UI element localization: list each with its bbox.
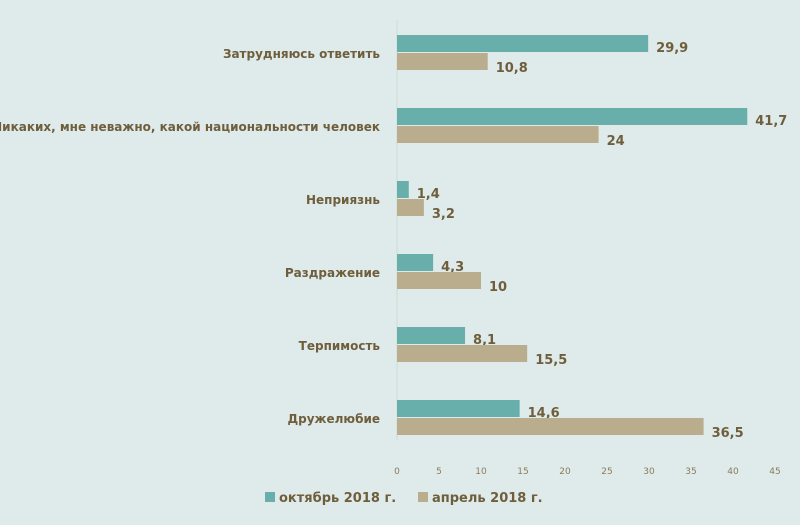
- bar-october: [397, 327, 466, 344]
- data-label: 24: [607, 134, 625, 149]
- bar-april: [397, 126, 599, 143]
- x-tick-label: 35: [685, 467, 696, 477]
- x-tick-label: 40: [727, 467, 739, 477]
- category-label: Дружелюбие: [287, 412, 380, 426]
- x-tick-label: 25: [601, 467, 612, 477]
- data-label: 8,1: [473, 333, 496, 348]
- legend-label: октябрь 2018 г.: [279, 491, 396, 506]
- data-label: 10: [489, 280, 507, 295]
- category-label: Терпимость: [299, 339, 381, 353]
- bar-october: [397, 400, 520, 417]
- category-label: Затрудняюсь ответить: [223, 47, 380, 61]
- legend-swatch: [418, 492, 428, 502]
- data-label: 14,6: [528, 406, 560, 421]
- data-label: 41,7: [755, 114, 787, 129]
- data-label: 4,3: [441, 260, 464, 275]
- x-tick-label: 15: [517, 467, 528, 477]
- category-label: Никаких, мне неважно, какой национальнос…: [0, 120, 380, 134]
- data-label: 29,9: [656, 41, 688, 56]
- x-tick-label: 30: [643, 467, 655, 477]
- bar-april: [397, 272, 481, 289]
- x-tick-label: 0: [394, 467, 400, 477]
- category-label: Раздражение: [285, 266, 380, 280]
- data-label: 15,5: [535, 353, 567, 368]
- x-tick-label: 10: [475, 467, 487, 477]
- x-tick-label: 5: [436, 467, 442, 477]
- bar-october: [397, 181, 409, 198]
- bar-october: [397, 108, 748, 125]
- legend-swatch: [265, 492, 275, 502]
- bar-april: [397, 199, 424, 216]
- bar-october: [397, 254, 434, 271]
- category-label: Неприязнь: [306, 193, 380, 207]
- legend-label: апрель 2018 г.: [432, 491, 543, 506]
- data-label: 10,8: [496, 61, 528, 76]
- bar-april: [397, 53, 488, 70]
- bar-april: [397, 345, 528, 362]
- x-tick-label: 45: [769, 467, 780, 477]
- data-label: 1,4: [417, 187, 440, 202]
- data-label: 36,5: [712, 426, 744, 441]
- x-tick-label: 20: [559, 467, 571, 477]
- bar-april: [397, 418, 704, 435]
- bar-october: [397, 35, 649, 52]
- data-label: 3,2: [432, 207, 455, 222]
